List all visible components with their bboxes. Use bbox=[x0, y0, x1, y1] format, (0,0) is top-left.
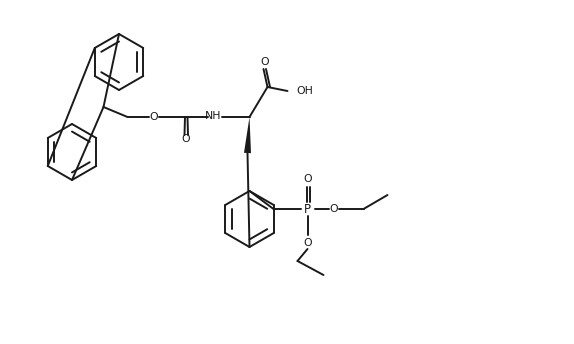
Text: O: O bbox=[260, 57, 269, 67]
Text: O: O bbox=[329, 204, 338, 214]
Text: O: O bbox=[303, 238, 312, 248]
Text: O: O bbox=[303, 174, 312, 184]
Text: OH: OH bbox=[297, 86, 313, 96]
Text: NH: NH bbox=[205, 111, 222, 121]
Text: O: O bbox=[182, 134, 191, 144]
Text: O: O bbox=[149, 112, 158, 122]
Polygon shape bbox=[244, 117, 251, 153]
Text: P: P bbox=[304, 203, 311, 215]
